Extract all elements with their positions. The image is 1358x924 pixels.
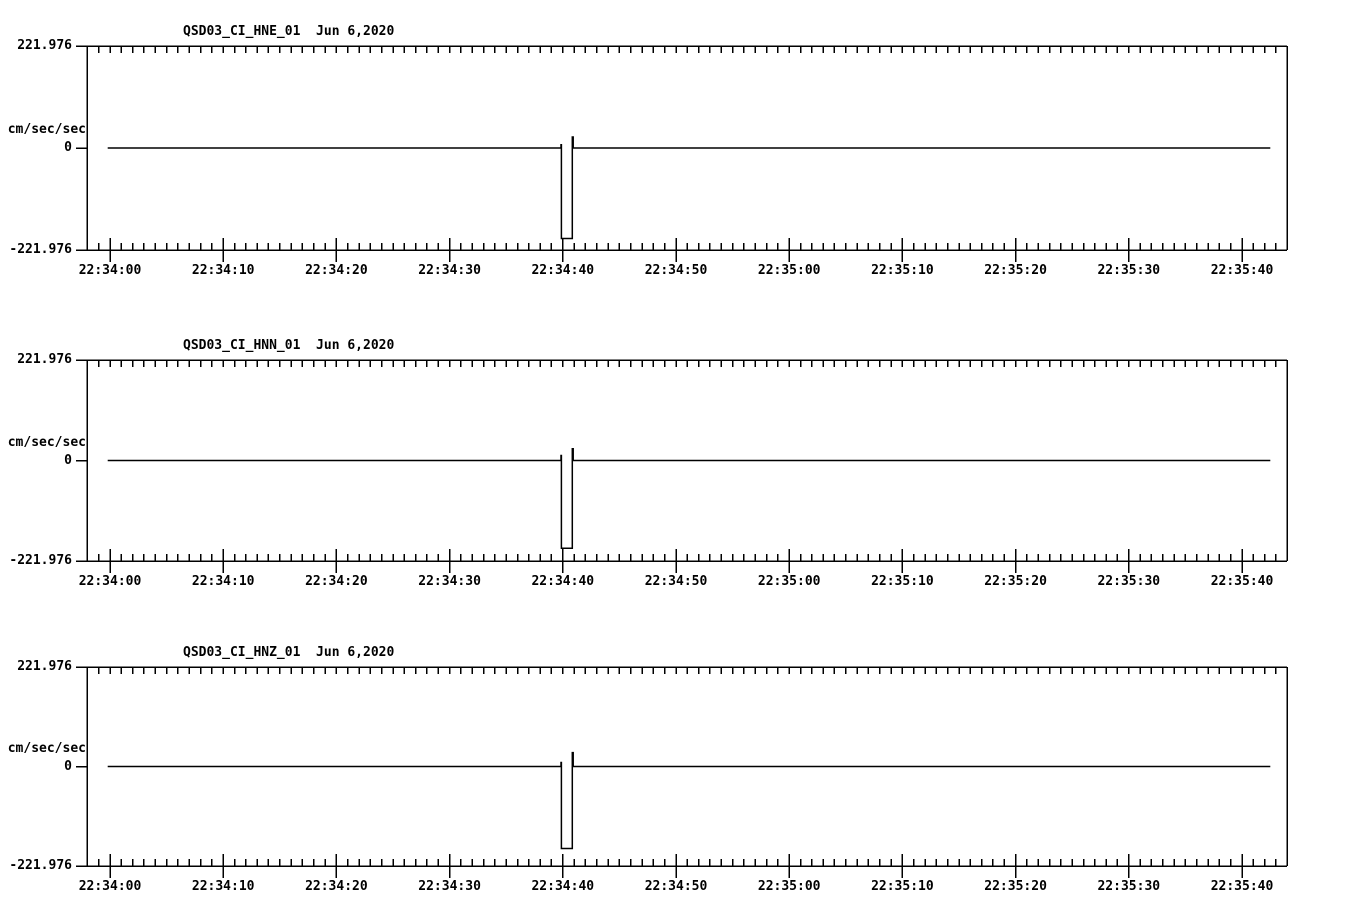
- x-tick-label: 22:34:50: [644, 879, 708, 894]
- x-tick-label: 22:35:30: [1097, 574, 1161, 589]
- y-min-label: -221.976: [9, 553, 72, 568]
- y-max-label: 221.976: [17, 38, 72, 53]
- x-tick-label: 22:35:30: [1097, 263, 1161, 278]
- x-tick-label: 22:35:40: [1210, 263, 1274, 278]
- y-units-label: cm/sec/sec: [7, 122, 86, 137]
- y-units-label: cm/sec/sec: [7, 434, 86, 450]
- x-tick-label: 22:34:10: [191, 879, 255, 894]
- x-tick-label: 22:35:00: [757, 574, 821, 589]
- y-zero-label: 0: [64, 452, 72, 468]
- x-tick-label: 22:35:40: [1210, 879, 1274, 894]
- y-zero-label: 0: [64, 140, 72, 155]
- y-max-label: 221.976: [17, 352, 72, 367]
- x-tick-label: 22:35:30: [1097, 879, 1161, 894]
- x-tick-label: 22:35:00: [757, 263, 821, 278]
- x-tick-label: 22:34:40: [531, 879, 595, 894]
- x-tick-label: 22:35:10: [871, 879, 934, 894]
- x-tick-label: 22:35:10: [871, 574, 934, 589]
- x-tick-label: 22:35:40: [1210, 574, 1274, 589]
- plot-title: QSD03_CI_HNN_01 Jun 6,2020: [183, 338, 395, 353]
- x-tick-label: 22:34:50: [644, 263, 708, 278]
- x-tick-label: 22:34:10: [191, 574, 255, 589]
- y-zero-label: 0: [64, 758, 72, 774]
- x-tick-label: 22:35:20: [984, 263, 1047, 278]
- x-tick-label: 22:35:00: [757, 879, 821, 894]
- x-tick-label: 22:34:00: [78, 263, 142, 278]
- x-tick-label: 22:34:10: [191, 263, 255, 278]
- y-min-label: -221.976: [9, 242, 72, 257]
- x-tick-label: 22:34:00: [78, 574, 142, 589]
- plot-title: QSD03_CI_HNZ_01 Jun 6,2020: [183, 645, 395, 660]
- acceleration-trace: [107, 447, 1271, 550]
- x-tick-label: 22:34:30: [418, 574, 481, 589]
- x-tick-label: 22:35:20: [984, 879, 1047, 894]
- x-tick-label: 22:34:20: [305, 263, 368, 278]
- x-tick-label: 22:35:10: [871, 263, 934, 278]
- x-tick-label: 22:34:20: [305, 574, 368, 589]
- acceleration-trace: [107, 751, 1271, 850]
- x-tick-label: 22:34:40: [531, 263, 595, 278]
- acceleration-trace: [107, 136, 1271, 240]
- x-tick-label: 22:34:50: [644, 574, 708, 589]
- y-units-label: cm/sec/sec: [7, 740, 86, 756]
- x-tick-label: 22:34:20: [305, 879, 368, 894]
- x-tick-label: 22:35:20: [984, 574, 1047, 589]
- plot-title: QSD03_CI_HNE_01 Jun 6,2020: [183, 24, 395, 39]
- x-tick-label: 22:34:30: [418, 879, 481, 894]
- x-tick-label: 22:34:00: [78, 879, 142, 894]
- x-tick-label: 22:34:40: [531, 574, 595, 589]
- x-tick-label: 22:34:30: [418, 263, 481, 278]
- y-max-label: 221.976: [17, 659, 72, 674]
- y-min-label: -221.976: [9, 858, 72, 873]
